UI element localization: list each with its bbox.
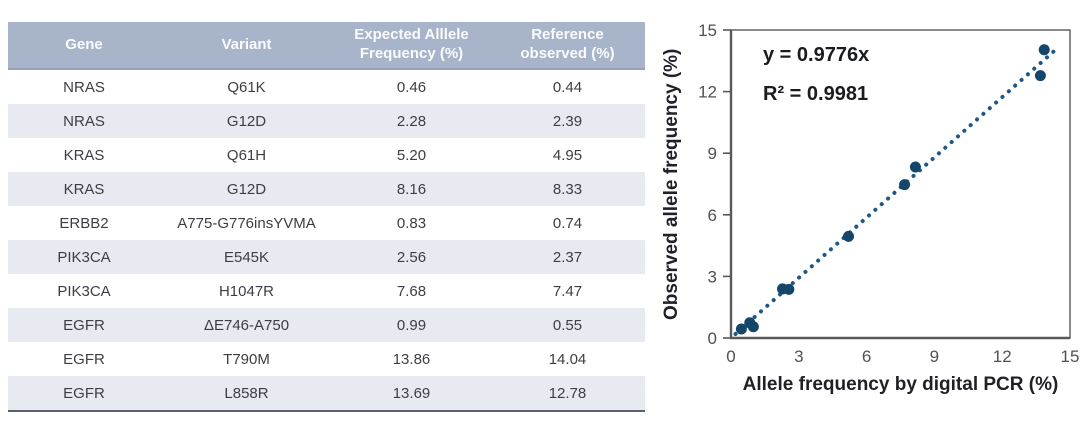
x-tick-label: 15: [1061, 347, 1080, 366]
gene-cell: KRAS: [8, 138, 160, 172]
trendline: [733, 46, 1059, 336]
expected-cell: 13.69: [333, 376, 490, 412]
data-point: [747, 321, 759, 333]
x-tick-label: 3: [794, 347, 803, 366]
table-header: Gene Variant Expected Alllele Frequency …: [8, 22, 645, 70]
variant-cell: H1047R: [160, 274, 333, 308]
data-point: [783, 283, 795, 295]
observed-cell: 8.33: [490, 172, 645, 206]
gene-cell: PIK3CA: [8, 274, 160, 308]
table-row: KRAS G12D 8.16 8.33: [8, 172, 645, 206]
variant-cell: ΔE746-A750: [160, 308, 333, 342]
gene-cell: PIK3CA: [8, 240, 160, 274]
variant-cell: E545K: [160, 240, 333, 274]
header-expected-allele-frequency: Expected Alllele Frequency (%): [333, 22, 490, 70]
table-row: PIK3CA H1047R 7.68 7.47: [8, 274, 645, 308]
expected-cell: 13.86: [333, 342, 490, 376]
data-point: [843, 230, 855, 242]
data-point: [1034, 70, 1046, 82]
table-row: ERBB2 A775-G776insYVMA 0.83 0.74: [8, 206, 645, 240]
scatter-plot: 0 3 6 9 12 15 0 3 6 9 12 15: [698, 21, 1080, 366]
gene-cell: NRAS: [8, 104, 160, 138]
y-tick-label: 9: [708, 144, 717, 163]
table-row: KRAS Q61H 5.20 4.95: [8, 138, 645, 172]
trendline-r-squared: R² = 0.9981: [763, 83, 869, 105]
table-row: EGFR L858R 13.69 12.78: [8, 376, 645, 412]
gene-cell: NRAS: [8, 69, 160, 104]
y-tick-label: 0: [708, 329, 717, 348]
table-row: NRAS Q61K 0.46 0.44: [8, 69, 645, 104]
expected-cell: 7.68: [333, 274, 490, 308]
observed-cell: 7.47: [490, 274, 645, 308]
y-axis-label: Observed allele frequency (%): [661, 48, 682, 320]
data-point: [909, 161, 921, 173]
x-tick-label: 9: [930, 347, 939, 366]
trendline-equation: y = 0.9776x: [763, 44, 870, 66]
table-row: EGFR T790M 13.86 14.04: [8, 342, 645, 376]
data-point: [735, 323, 747, 335]
gene-cell: ERBB2: [8, 206, 160, 240]
y-tick-label: 6: [708, 206, 717, 225]
expected-cell: 0.46: [333, 69, 490, 104]
expected-cell: 5.20: [333, 138, 490, 172]
variant-cell: Q61H: [160, 138, 333, 172]
observed-cell: 2.37: [490, 240, 645, 274]
correlation-chart: 0 3 6 9 12 15 0 3 6 9 12 15 Observed allele frequen…: [655, 0, 1080, 423]
gene-cell: EGFR: [8, 342, 160, 376]
x-tick-label: 12: [993, 347, 1012, 366]
header-reference-observed: Reference observed (%): [490, 22, 645, 70]
expected-cell: 0.99: [333, 308, 490, 342]
variant-cell: T790M: [160, 342, 333, 376]
expected-cell: 2.56: [333, 240, 490, 274]
y-tick-label: 3: [708, 267, 717, 286]
table-row: NRAS G12D 2.28 2.39: [8, 104, 645, 138]
gene-cell: EGFR: [8, 376, 160, 412]
x-axis-label: Allele frequency by digital PCR (%): [742, 374, 1059, 395]
observed-cell: 4.95: [490, 138, 645, 172]
header-variant: Variant: [160, 22, 333, 70]
table-body: NRAS Q61K 0.46 0.44 NRAS G12D 2.28 2.39 KRAS Q61H…: [8, 69, 645, 412]
observed-cell: 12.78: [490, 376, 645, 412]
observed-cell: 0.55: [490, 308, 645, 342]
observed-cell: 0.74: [490, 206, 645, 240]
header-gene: Gene: [8, 22, 160, 70]
variant-cell: A775-G776insYVMA: [160, 206, 333, 240]
expected-cell: 2.28: [333, 104, 490, 138]
observed-cell: 0.44: [490, 69, 645, 104]
expected-cell: 0.83: [333, 206, 490, 240]
x-tick-label: 6: [862, 347, 871, 366]
variant-cell: L858R: [160, 376, 333, 412]
y-tick-label: 12: [698, 83, 717, 102]
allele-frequency-table: Gene Variant Expected Alllele Frequency …: [8, 22, 645, 412]
observed-cell: 14.04: [490, 342, 645, 376]
data-point: [1038, 44, 1050, 56]
table-row: EGFR ΔE746-A750 0.99 0.55: [8, 308, 645, 342]
observed-cell: 2.39: [490, 104, 645, 138]
y-tick-label: 15: [698, 21, 717, 40]
gene-cell: KRAS: [8, 172, 160, 206]
expected-cell: 8.16: [333, 172, 490, 206]
x-tick-label: 0: [726, 347, 735, 366]
gene-cell: EGFR: [8, 308, 160, 342]
variant-cell: G12D: [160, 104, 333, 138]
variant-cell: Q61K: [160, 69, 333, 104]
table-header-row: Gene Variant Expected Alllele Frequency …: [8, 22, 645, 70]
variant-cell: G12D: [160, 172, 333, 206]
table-row: PIK3CA E545K 2.56 2.37: [8, 240, 645, 274]
data-point: [899, 179, 911, 191]
